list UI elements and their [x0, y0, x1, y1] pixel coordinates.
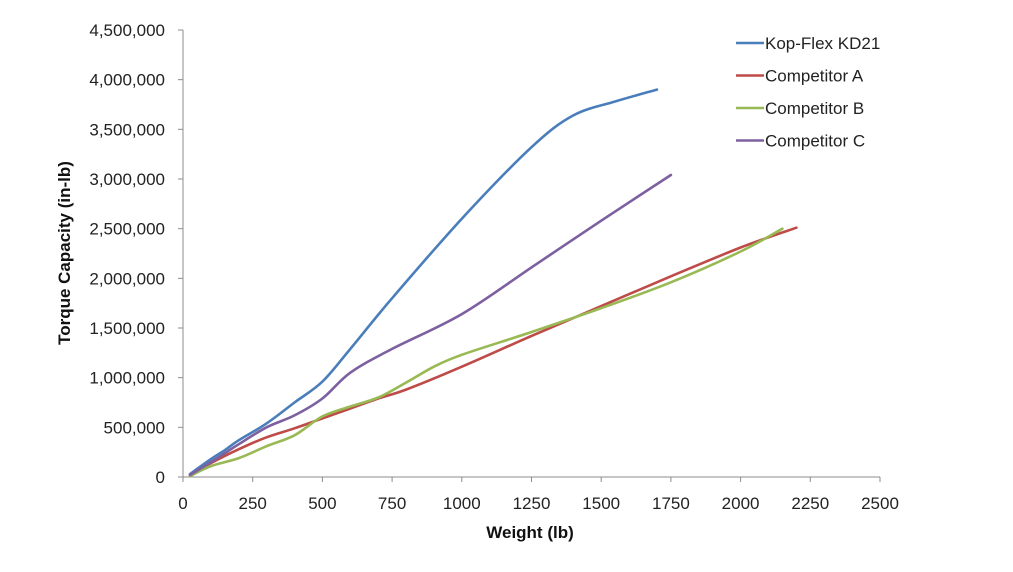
- y-tick-label: 4,500,000: [89, 21, 165, 40]
- y-tick-label: 1,500,000: [89, 319, 165, 338]
- x-tick-label: 500: [308, 494, 336, 513]
- y-tick-label: 3,000,000: [89, 170, 165, 189]
- legend-label-competitor-c: Competitor C: [765, 132, 865, 151]
- y-axis-ticks: 0 500,000 1,000,000 1,500,000 2,000,000 2,500…: [89, 21, 183, 487]
- x-tick-label: 0: [178, 494, 187, 513]
- x-tick-label: 1750: [652, 494, 690, 513]
- y-tick-label: 2,500,000: [89, 220, 165, 239]
- legend-label-competitor-b: Competitor B: [765, 99, 864, 118]
- y-tick-label: 500,000: [104, 418, 165, 437]
- y-tick-label: 1,000,000: [89, 369, 165, 388]
- y-tick-label: 0: [156, 468, 165, 487]
- y-tick-label: 3,500,000: [89, 120, 165, 139]
- x-tick-label: 750: [378, 494, 406, 513]
- x-tick-label: 1500: [582, 494, 620, 513]
- legend-label-kop-flex-kd21: Kop-Flex KD21: [765, 34, 880, 53]
- y-axis-title: Torque Capacity (in-lb): [55, 161, 74, 345]
- series-line-competitor-a: [188, 226, 798, 477]
- series-line-kop-flex-kd21: [188, 88, 659, 476]
- legend-label-competitor-a: Competitor A: [765, 67, 864, 86]
- x-tick-label: 1000: [443, 494, 481, 513]
- x-tick-label: 2500: [861, 494, 899, 513]
- x-axis-ticks: 0 250 500 750 1000 1250 1500 1750 2000 2250 2500: [178, 477, 899, 513]
- x-tick-label: 2000: [722, 494, 760, 513]
- x-tick-label: 1250: [513, 494, 551, 513]
- plot-area: [182, 30, 880, 478]
- x-tick-label: 2250: [791, 494, 829, 513]
- y-tick-label: 2,000,000: [89, 269, 165, 288]
- legend: Kop-Flex KD21 Competitor A Competitor B Com…: [736, 34, 880, 151]
- series-line-competitor-c: [188, 173, 673, 477]
- y-tick-label: 4,000,000: [89, 71, 165, 90]
- series-line-competitor-b: [188, 227, 784, 478]
- x-tick-label: 250: [239, 494, 267, 513]
- x-axis-title: Weight (lb): [486, 523, 574, 542]
